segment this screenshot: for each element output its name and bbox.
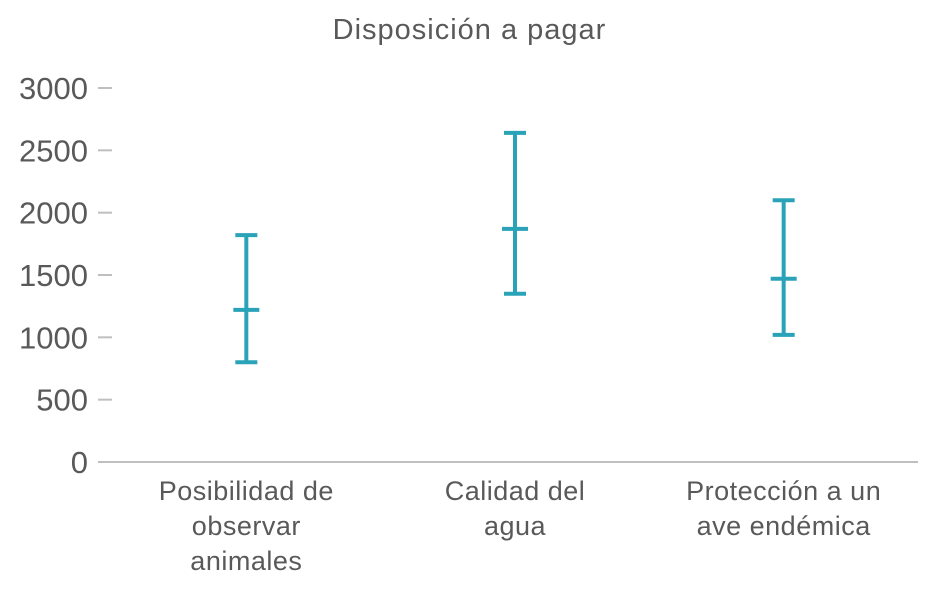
x-category-label: Calidad del agua: [445, 476, 586, 541]
y-tick-label: 2500: [19, 133, 88, 168]
y-tick-label: 1500: [19, 258, 88, 293]
x-category-label: Protección a un ave endémica: [686, 476, 881, 541]
y-tick-label: 500: [36, 383, 88, 418]
y-tick-label: 2000: [19, 196, 88, 231]
y-tick-label: 1000: [19, 320, 88, 355]
y-tick-label: 3000: [19, 71, 88, 106]
y-tick-label: 0: [71, 445, 88, 480]
x-category-label: Posibilidad de observar animales: [159, 476, 334, 576]
chart-title: Disposición a pagar: [332, 14, 607, 46]
